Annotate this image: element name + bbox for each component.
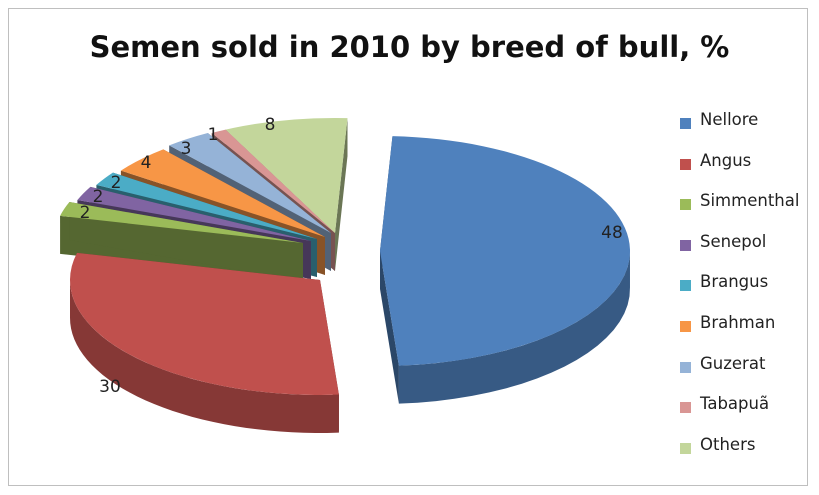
slice-angus [69,252,339,395]
legend-swatch [680,118,691,129]
legend-label: Brangus [700,272,769,292]
legend-swatch [680,320,691,332]
slice-senepol [77,186,311,241]
legend-label: Guzerat [700,353,766,373]
slice-brangus [96,172,317,239]
legend-item-brahman: Brahman [670,313,815,354]
slice-rim-angus [70,279,339,433]
data-label-guzerat: 3 [181,139,192,159]
legend-item-tabapu: Tabapuã [670,394,815,435]
legend-label: Others [700,434,756,454]
slice-guzerat [169,132,331,233]
legend-swatch [680,199,691,211]
legend-item-guzerat: Guzerat [670,354,815,395]
legend-label: Tabapuã [700,394,770,414]
data-label-tabapu: 1 [208,125,219,145]
data-label-senepol: 2 [93,187,104,207]
legend-label: Nellore [700,110,759,129]
slice-tabapu [211,129,335,233]
slice-brahman [120,149,325,237]
legend-label: Brahman [700,312,776,332]
data-label-simmenthal: 2 [80,203,91,223]
legend-swatch [680,280,691,292]
legend-swatch [680,361,691,373]
legend-label: Senepol [700,231,767,251]
legend-item-angus: Angus [670,151,815,192]
slice-edge-others [335,118,348,271]
slice-others [225,118,348,233]
data-label-others: 8 [265,115,276,135]
legend: Nellore Angus Simmenthal Senepol Brangus Brah… [670,110,815,475]
slice-simmenthal [60,202,303,243]
data-label-nellore: 48 [601,223,623,243]
data-label-brahman: 4 [141,153,152,173]
slice-nellore [380,136,630,366]
data-label-angus: 30 [99,377,121,397]
legend-item-brangus: Brangus [670,272,815,313]
slice-rim-nellore [398,249,630,404]
chart-title: Semen sold in 2010 by breed of bull, % [89,30,730,64]
legend-label: Simmenthal [700,191,800,211]
legend-item-senepol: Senepol [670,232,815,273]
data-label-brangus: 2 [111,173,122,193]
legend-swatch [680,158,691,170]
legend-item-others: Others [670,435,815,476]
slice-edge-nellore [380,251,399,404]
legend-swatch [680,442,691,454]
legend-item-simmenthal: Simmenthal [670,191,815,232]
legend-swatch [680,239,691,251]
legend-label: Angus [700,150,752,170]
legend-item-nellore: Nellore [670,110,815,151]
legend-swatch [680,402,691,414]
